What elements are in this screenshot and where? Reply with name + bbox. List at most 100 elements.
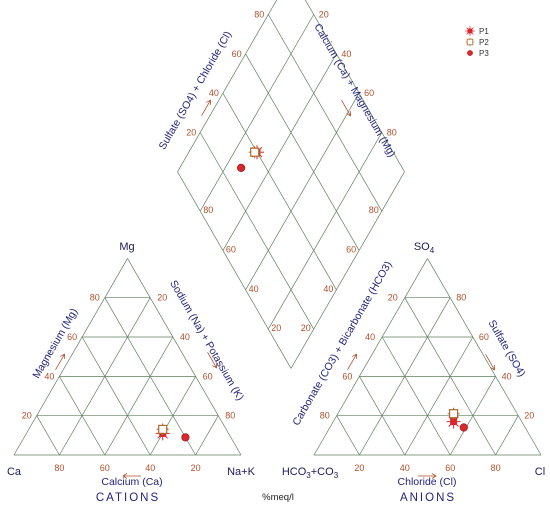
tick-diamond-lower-right: 60	[346, 244, 356, 254]
arrow-calcium-shape	[122, 473, 141, 479]
corner-label-so4-sub: 4	[430, 246, 435, 255]
arrow-magnesium-shape	[55, 353, 66, 370]
tick-cation-magnesium: 40	[44, 371, 54, 381]
cation-triangle-edge	[127, 258, 242, 456]
legend-marker-p3	[467, 50, 473, 56]
tick-diamond-upper-right: 60	[364, 88, 374, 98]
tick-diamond-upper-left: 80	[254, 10, 264, 20]
tick-cation-calcium: 40	[145, 463, 155, 473]
anions-title: ANIONS	[400, 492, 456, 504]
tick-cation-sodium: 40	[180, 332, 190, 342]
tick-anion-sulfate: 20	[524, 411, 534, 421]
arrow-calcium	[122, 473, 141, 479]
anion-triangle-edge	[313, 258, 428, 456]
diamond-gridline	[199, 132, 315, 330]
cation-triangle-gridline	[59, 376, 106, 456]
diamond-gridline	[199, 14, 315, 212]
tick-diamond-lower-right: 20	[301, 323, 311, 333]
axis-title-calcium: Calcium (Ca)	[101, 476, 162, 488]
tick-diamond-upper-left: 20	[186, 128, 196, 138]
anion-triangle-gridline	[495, 415, 519, 456]
anion-triangle-gridline	[336, 415, 360, 456]
point-p1-anion	[446, 414, 461, 429]
arrow-carbonate	[347, 353, 358, 370]
arrow-calcium-magnesium-shape	[341, 100, 352, 117]
tick-diamond-sulfate-chloride-lower: 80	[203, 205, 213, 215]
legend-marker-p1	[465, 26, 475, 36]
legend-label-p3: P3	[479, 49, 489, 58]
legend-marker-p1-ray	[466, 27, 471, 32]
tick-anion-chloride: 60	[445, 463, 455, 473]
arrow-sulfate-shape	[485, 354, 496, 371]
diamond-gridline	[222, 53, 337, 251]
corner-label-na-k: Na+K	[227, 466, 255, 478]
tick-diamond-upper-right: 80	[387, 128, 397, 138]
legend-marker-p1-ray	[469, 30, 474, 35]
point-p1-cation-ray	[162, 433, 168, 439]
legend: P1 P2 P3	[465, 26, 489, 58]
anion-triangle-gridline	[381, 336, 451, 456]
data-points	[155, 145, 468, 442]
point-p2-anion-body	[449, 409, 459, 419]
tick-anion-sulfate: 80	[456, 293, 466, 303]
tick-cation-magnesium: 20	[22, 411, 32, 421]
cation-triangle-edge	[13, 258, 128, 456]
cation-triangle-gridline	[81, 336, 151, 456]
diamond-gridline	[267, 14, 383, 212]
point-p3-anion	[459, 423, 468, 432]
tick-anion-chloride: 20	[354, 463, 364, 473]
diamond-edge	[304, 0, 405, 172]
legend-marker-p2	[465, 37, 475, 47]
arrow-sulfate	[485, 354, 496, 371]
tick-anion-chloride: 80	[491, 463, 501, 473]
point-p1-anion-ray	[448, 421, 454, 427]
tick-cation-magnesium: 60	[67, 332, 77, 342]
diamond-edge	[290, 171, 405, 369]
tick-anion-sulfate: 60	[479, 332, 489, 342]
arrow-chloride	[418, 473, 437, 479]
point-p1-cation-ray	[157, 433, 164, 439]
arrow-magnesium	[55, 353, 66, 370]
diamond-edge	[177, 171, 292, 369]
tick-diamond-lower-right: 80	[369, 205, 379, 215]
point-p2-diamond-body	[250, 147, 260, 157]
cation-triangle-gridline	[149, 376, 196, 456]
point-p2-diamond	[248, 146, 261, 159]
arrow-sodium	[207, 352, 218, 369]
corner-label-hco3-a: HCO	[282, 466, 307, 478]
point-p2-anion	[447, 407, 460, 420]
corner-label-so4: SO4	[414, 241, 435, 255]
arrow-carbonate-shape	[347, 353, 358, 370]
tick-diamond-sulfate-chloride-lower: 40	[249, 284, 259, 294]
tick-anion-carbonate: 80	[320, 411, 330, 421]
tick-anion-carbonate: 40	[365, 332, 375, 342]
legend-label-p1: P1	[479, 27, 489, 36]
tick-cation-calcium: 20	[191, 463, 201, 473]
axis-title-chloride: Chloride (Cl)	[398, 476, 457, 488]
tick-diamond-lower-right: 40	[323, 284, 333, 294]
grid-lines	[13, 0, 542, 456]
arrow-sodium-shape	[207, 352, 218, 369]
tick-anion-sulfate: 40	[502, 371, 512, 381]
tick-diamond-upper-right: 40	[341, 49, 351, 59]
axis-title-calcium-magnesium: Calcium (Ca) + Magnesium (Mg)	[311, 22, 397, 160]
tick-cation-calcium: 60	[100, 463, 110, 473]
corner-label-hco3-sub: 3	[306, 471, 311, 480]
legend-marker-p1-ray	[466, 30, 471, 35]
units-label: %meq/l	[262, 492, 294, 503]
cation-triangle-gridline	[36, 415, 60, 456]
arrow-sulfate-chloride	[201, 99, 212, 116]
point-p3-diamond-body	[237, 163, 246, 172]
diamond-gridline	[222, 93, 337, 290]
legend-marker-p1-ray	[469, 27, 474, 32]
anion-triangle-gridline	[404, 336, 474, 456]
legend-marker-p3-body	[467, 50, 473, 56]
tick-cation-sodium: 80	[225, 411, 235, 421]
legend-marker-p2-body	[466, 38, 474, 46]
point-p2-cation	[156, 423, 169, 436]
point-p3-cation	[181, 433, 190, 442]
cation-triangle-gridline	[195, 415, 219, 456]
corner-label-cl: Cl	[535, 466, 545, 478]
tick-anion-carbonate: 20	[388, 293, 398, 303]
